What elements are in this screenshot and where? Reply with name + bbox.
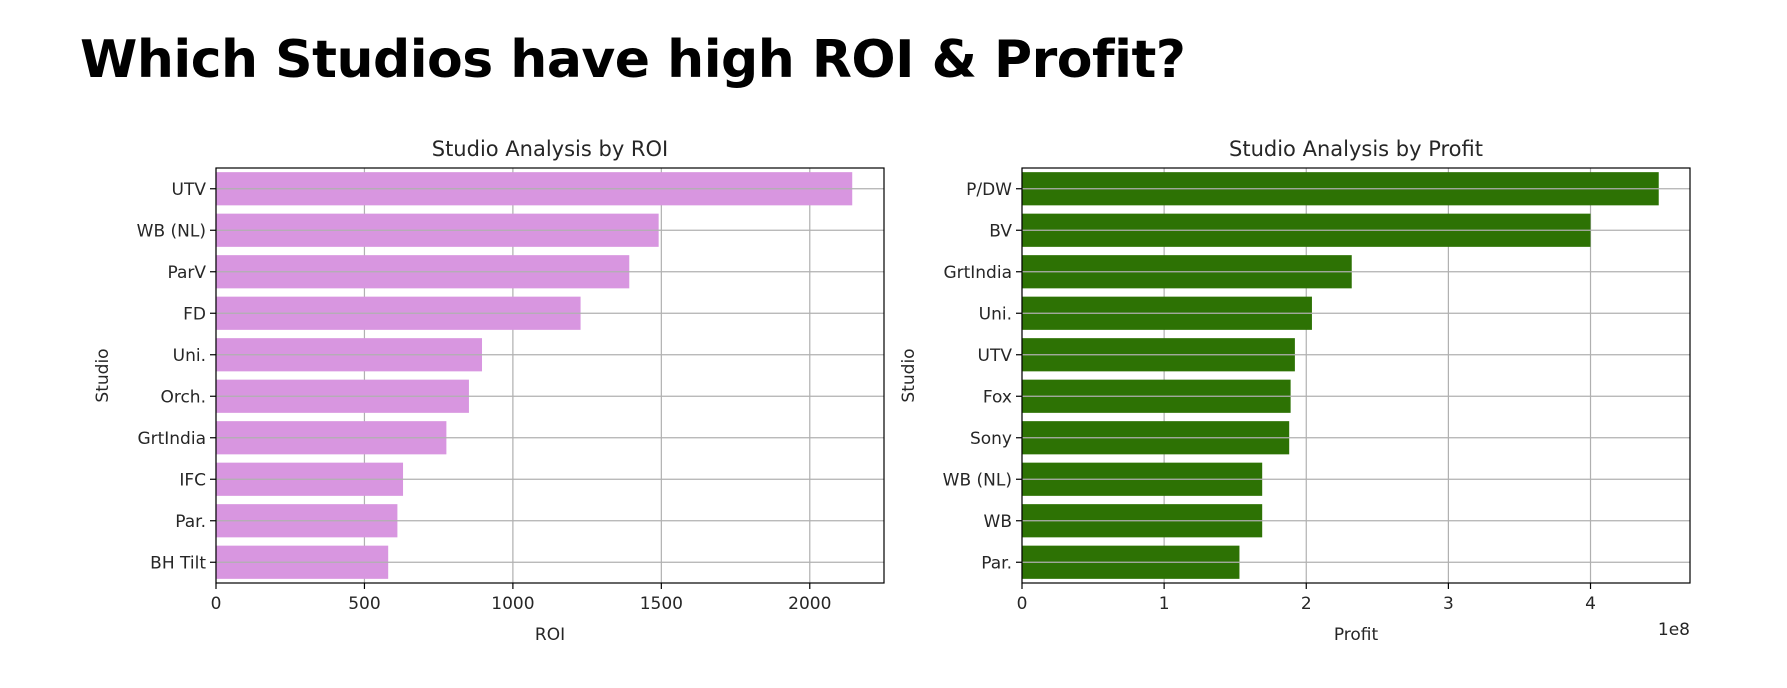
x-tick-label: 1000: [491, 594, 534, 614]
x-tick-label: 1500: [640, 594, 683, 614]
page-title: Which Studios have high ROI & Profit?: [80, 30, 1186, 90]
x-tick-label: 500: [348, 594, 380, 614]
x-tick-label: 2: [1301, 594, 1312, 614]
x-tick-label: 0: [1017, 594, 1028, 614]
y-tick-label: Par.: [175, 512, 206, 532]
y-tick-label: Sony: [970, 429, 1012, 449]
y-tick-label: WB: [984, 512, 1012, 532]
x-tick-label: 1: [1159, 594, 1170, 614]
plot-frame: [1021, 167, 1691, 584]
y-tick-label: BH Tilt: [150, 553, 206, 573]
y-tick-label: UTV: [978, 346, 1013, 366]
x-axis-label: ROI: [535, 625, 565, 645]
y-tick-label: Uni.: [173, 346, 206, 366]
y-tick-label: Uni.: [979, 304, 1012, 324]
y-tick-label: Orch.: [160, 387, 206, 407]
x-tick-label: 2000: [788, 594, 831, 614]
x-tick-label: 3: [1443, 594, 1454, 614]
y-tick-label: GrtIndia: [137, 429, 206, 449]
y-tick-label: Par.: [981, 553, 1012, 573]
x-offset-label: 1e8: [1658, 620, 1690, 640]
y-tick-label: BV: [989, 221, 1012, 241]
y-tick-label: FD: [183, 304, 206, 324]
y-axis-label: Studio: [93, 348, 113, 402]
y-tick-label: ParV: [167, 263, 206, 283]
y-tick-label: IFC: [179, 470, 206, 490]
plot-frame: [215, 167, 885, 584]
chart-0: UTV WB (NL) ParV FD Uni. Orch. GrtIndia IFC Par.…: [93, 137, 885, 645]
y-tick-label: Fox: [983, 387, 1012, 407]
y-tick-label: UTV: [172, 180, 207, 200]
x-axis-label: Profit: [1334, 625, 1379, 645]
y-tick-label: GrtIndia: [943, 263, 1012, 283]
y-tick-label: P/DW: [966, 180, 1012, 200]
y-tick-label: WB (NL): [137, 221, 206, 241]
chart-1: P/DW BV GrtIndia Uni. UTV Fox Sony WB (NL) WB Par…: [899, 137, 1691, 645]
x-tick-label: 4: [1585, 594, 1596, 614]
y-tick-label: WB (NL): [943, 470, 1012, 490]
chart-title: Studio Analysis by Profit: [1229, 137, 1483, 161]
y-axis-label: Studio: [899, 348, 919, 402]
chart-title: Studio Analysis by ROI: [432, 137, 669, 161]
x-tick-label: 0: [211, 594, 222, 614]
